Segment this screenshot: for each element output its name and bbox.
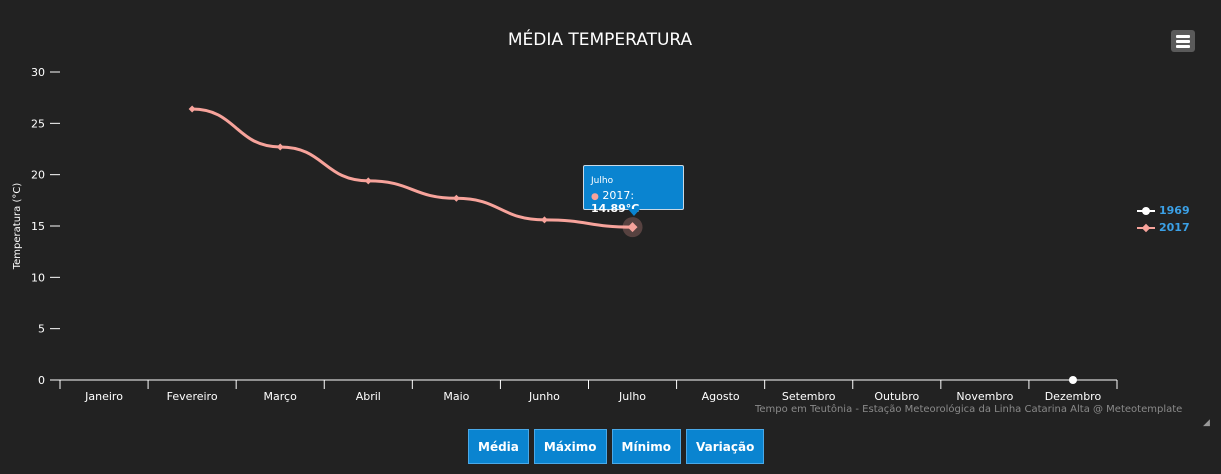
series-layer xyxy=(188,105,1077,384)
x-tick-label: Janeiro xyxy=(84,390,123,403)
legend-label: 2017 xyxy=(1159,221,1190,234)
data-point-2017[interactable] xyxy=(276,143,284,151)
x-tick-label: Fevereiro xyxy=(167,390,218,403)
tooltip-series-label: 2017: xyxy=(602,189,635,202)
media-button[interactable]: Média xyxy=(468,429,529,464)
data-point-2017[interactable] xyxy=(540,216,548,224)
series-line-2017 xyxy=(192,107,633,229)
chart-title: MÉDIA TEMPERATURA xyxy=(508,28,693,50)
y-axis-label: Temperatura (°C) xyxy=(12,183,23,271)
chart-credits[interactable]: Tempo em Teutônia - Estação Meteorológic… xyxy=(755,404,1183,415)
resize-handle-icon[interactable]: ◢ xyxy=(1203,418,1210,428)
chart-legend: 1969 2017 xyxy=(1137,202,1190,236)
y-tick-label: 5 xyxy=(38,323,45,336)
data-point-2017[interactable] xyxy=(364,177,372,185)
minimo-button[interactable]: Mínimo xyxy=(611,429,681,464)
data-point-2017[interactable] xyxy=(188,105,196,113)
maximo-button[interactable]: Máximo xyxy=(533,429,607,464)
legend-symbol-icon xyxy=(1137,223,1155,233)
data-point-1969[interactable] xyxy=(1068,376,1077,384)
x-tick-label: Abril xyxy=(356,390,381,403)
legend-label: 1969 xyxy=(1159,204,1190,217)
y-axis: 0 5 10 15 20 25 30 xyxy=(31,66,60,387)
x-tick-label: Junho xyxy=(528,390,560,403)
x-axis: Janeiro Fevereiro Março Abril Maio Junho Julho… xyxy=(59,379,1118,403)
y-tick-label: 25 xyxy=(31,117,45,130)
x-tick-label: Novembro xyxy=(956,390,1013,403)
data-tooltip: Julho ● 2017: 14.89°C xyxy=(583,165,684,216)
y-tick-label: 10 xyxy=(31,271,45,284)
legend-item-2017[interactable]: 2017 xyxy=(1137,219,1190,236)
y-tick-label: 0 xyxy=(38,374,45,387)
x-tick-label: Maio xyxy=(443,390,469,403)
variacao-button[interactable]: Variação xyxy=(686,429,765,464)
y-tick-label: 20 xyxy=(31,169,45,182)
x-tick-label: Setembro xyxy=(782,390,836,403)
x-tick-label: Julho xyxy=(618,390,646,403)
tooltip-category: Julho xyxy=(591,176,614,186)
x-tick-label: Agosto xyxy=(702,390,740,403)
metric-button-group: Média Máximo Mínimo Variação xyxy=(468,429,765,464)
chart-menu-button[interactable] xyxy=(1171,30,1195,52)
legend-item-1969[interactable]: 1969 xyxy=(1137,202,1190,219)
x-tick-label: Dezembro xyxy=(1045,390,1102,403)
x-tick-label: Março xyxy=(264,390,298,403)
data-point-2017[interactable] xyxy=(452,194,460,202)
y-tick-label: 30 xyxy=(31,66,45,79)
data-point-2017[interactable] xyxy=(627,222,638,233)
legend-symbol-icon xyxy=(1137,206,1155,216)
tooltip-bullet-icon: ● xyxy=(591,192,599,202)
x-tick-label: Outubro xyxy=(874,390,919,403)
y-tick-label: 15 xyxy=(31,220,45,233)
tooltip-value: 14.89°C xyxy=(591,202,640,215)
